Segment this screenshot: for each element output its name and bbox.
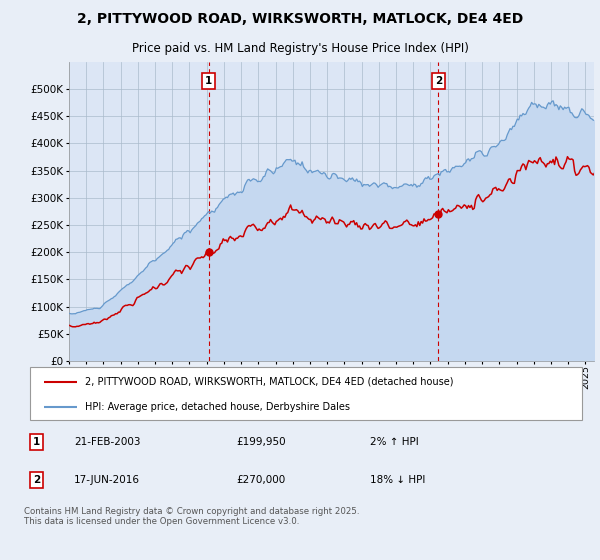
- Text: 2: 2: [435, 76, 442, 86]
- Text: 2, PITTYWOOD ROAD, WIRKSWORTH, MATLOCK, DE4 4ED: 2, PITTYWOOD ROAD, WIRKSWORTH, MATLOCK, …: [77, 12, 523, 26]
- Text: £199,950: £199,950: [236, 437, 286, 447]
- Text: Contains HM Land Registry data © Crown copyright and database right 2025.
This d: Contains HM Land Registry data © Crown c…: [24, 507, 359, 526]
- Text: 2: 2: [32, 475, 40, 484]
- Text: 17-JUN-2016: 17-JUN-2016: [74, 475, 140, 484]
- Text: 1: 1: [32, 437, 40, 447]
- Text: 18% ↓ HPI: 18% ↓ HPI: [370, 475, 425, 484]
- Text: £270,000: £270,000: [236, 475, 285, 484]
- Text: HPI: Average price, detached house, Derbyshire Dales: HPI: Average price, detached house, Derb…: [85, 402, 350, 412]
- FancyBboxPatch shape: [30, 367, 582, 420]
- Text: 21-FEB-2003: 21-FEB-2003: [74, 437, 141, 447]
- Text: 2, PITTYWOOD ROAD, WIRKSWORTH, MATLOCK, DE4 4ED (detached house): 2, PITTYWOOD ROAD, WIRKSWORTH, MATLOCK, …: [85, 377, 454, 387]
- Text: 2% ↑ HPI: 2% ↑ HPI: [370, 437, 419, 447]
- Text: 1: 1: [205, 76, 212, 86]
- Text: Price paid vs. HM Land Registry's House Price Index (HPI): Price paid vs. HM Land Registry's House …: [131, 43, 469, 55]
